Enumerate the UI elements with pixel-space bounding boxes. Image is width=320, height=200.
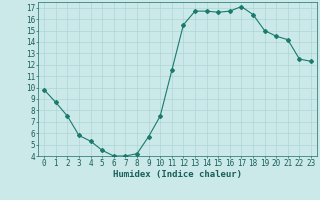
X-axis label: Humidex (Indice chaleur): Humidex (Indice chaleur)	[113, 170, 242, 179]
